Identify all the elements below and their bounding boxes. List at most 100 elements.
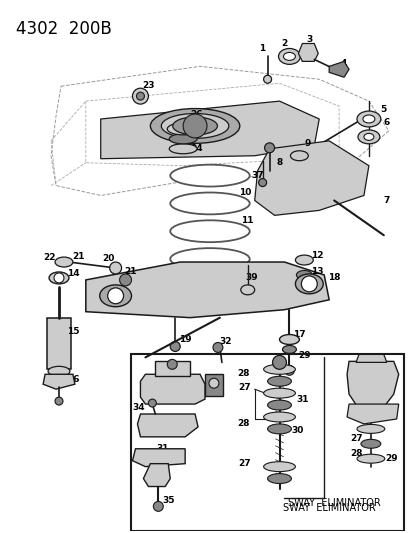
Polygon shape xyxy=(355,354,386,362)
Ellipse shape xyxy=(169,134,197,144)
Text: 15: 15 xyxy=(66,327,79,336)
Ellipse shape xyxy=(290,151,308,161)
Text: 27: 27 xyxy=(350,434,363,443)
Ellipse shape xyxy=(357,130,379,144)
Text: 11: 11 xyxy=(241,216,253,225)
Ellipse shape xyxy=(170,192,249,214)
Text: 24: 24 xyxy=(189,144,202,154)
Bar xyxy=(155,361,190,376)
Ellipse shape xyxy=(263,365,295,374)
Circle shape xyxy=(301,276,316,292)
Polygon shape xyxy=(328,61,348,77)
Ellipse shape xyxy=(170,165,249,187)
Text: 4: 4 xyxy=(340,59,347,68)
Polygon shape xyxy=(132,449,185,467)
Text: 35: 35 xyxy=(161,496,174,505)
Ellipse shape xyxy=(170,276,249,298)
Text: 28: 28 xyxy=(237,369,249,378)
Text: 30: 30 xyxy=(290,426,303,435)
Text: 5: 5 xyxy=(380,104,386,114)
Text: 26: 26 xyxy=(190,109,202,118)
Bar xyxy=(130,354,403,531)
Ellipse shape xyxy=(263,388,295,398)
Ellipse shape xyxy=(356,454,384,463)
Text: 14: 14 xyxy=(66,270,79,278)
Ellipse shape xyxy=(55,257,73,267)
Ellipse shape xyxy=(360,439,380,448)
Text: 17: 17 xyxy=(292,330,305,339)
Ellipse shape xyxy=(267,424,291,434)
Polygon shape xyxy=(137,414,197,437)
Ellipse shape xyxy=(263,462,295,472)
Polygon shape xyxy=(100,101,318,159)
Text: 25: 25 xyxy=(190,126,202,135)
Text: 29: 29 xyxy=(385,454,397,463)
Circle shape xyxy=(170,342,180,351)
Ellipse shape xyxy=(100,285,131,306)
Circle shape xyxy=(153,502,163,511)
Circle shape xyxy=(258,179,266,187)
Text: 27: 27 xyxy=(238,459,250,468)
Ellipse shape xyxy=(362,115,374,123)
Circle shape xyxy=(119,274,131,286)
Bar xyxy=(204,374,222,396)
Circle shape xyxy=(107,288,123,304)
Text: 8: 8 xyxy=(276,158,282,167)
Ellipse shape xyxy=(170,220,249,242)
Ellipse shape xyxy=(279,335,299,344)
Text: 16: 16 xyxy=(66,375,79,384)
Polygon shape xyxy=(51,66,388,196)
Polygon shape xyxy=(143,464,170,487)
Ellipse shape xyxy=(161,114,228,139)
Circle shape xyxy=(136,92,144,100)
Circle shape xyxy=(209,378,218,388)
Polygon shape xyxy=(346,361,398,409)
Ellipse shape xyxy=(150,109,239,143)
Circle shape xyxy=(183,114,206,138)
Text: 13: 13 xyxy=(310,268,323,277)
Text: 23: 23 xyxy=(142,80,154,90)
Circle shape xyxy=(148,399,156,407)
Polygon shape xyxy=(85,262,328,318)
Text: 21: 21 xyxy=(124,268,136,277)
Ellipse shape xyxy=(49,272,69,284)
Text: 1: 1 xyxy=(259,44,265,53)
Text: 10: 10 xyxy=(238,188,250,197)
Text: 36: 36 xyxy=(211,375,223,384)
Text: 27: 27 xyxy=(238,383,250,392)
Text: SWAY  ELIMINATOR: SWAY ELIMINATOR xyxy=(287,498,380,508)
Text: 12: 12 xyxy=(310,251,323,260)
Text: 28: 28 xyxy=(237,419,249,429)
Ellipse shape xyxy=(278,49,300,64)
Ellipse shape xyxy=(267,400,291,410)
Circle shape xyxy=(167,359,177,369)
Text: 19: 19 xyxy=(178,335,191,344)
Ellipse shape xyxy=(167,123,199,135)
Circle shape xyxy=(284,365,294,375)
Ellipse shape xyxy=(240,285,254,295)
Polygon shape xyxy=(346,404,398,424)
Text: 4302  200B: 4302 200B xyxy=(16,20,112,38)
Ellipse shape xyxy=(170,248,249,270)
Text: 37: 37 xyxy=(251,171,263,180)
Circle shape xyxy=(272,356,286,369)
Ellipse shape xyxy=(356,424,384,433)
Circle shape xyxy=(264,143,274,153)
Text: 34: 34 xyxy=(132,402,145,411)
Circle shape xyxy=(263,75,271,83)
Ellipse shape xyxy=(267,474,291,483)
Ellipse shape xyxy=(363,133,373,140)
Text: 21: 21 xyxy=(72,252,85,261)
Ellipse shape xyxy=(48,366,70,376)
Text: 18: 18 xyxy=(327,273,339,282)
Ellipse shape xyxy=(356,111,380,127)
Ellipse shape xyxy=(267,376,291,386)
Text: 2: 2 xyxy=(281,39,287,48)
Ellipse shape xyxy=(172,117,217,135)
Text: 20: 20 xyxy=(102,254,114,263)
Text: 31: 31 xyxy=(295,394,308,403)
Text: 9: 9 xyxy=(304,139,310,148)
Circle shape xyxy=(132,88,148,104)
Ellipse shape xyxy=(295,274,323,294)
Polygon shape xyxy=(85,83,338,166)
